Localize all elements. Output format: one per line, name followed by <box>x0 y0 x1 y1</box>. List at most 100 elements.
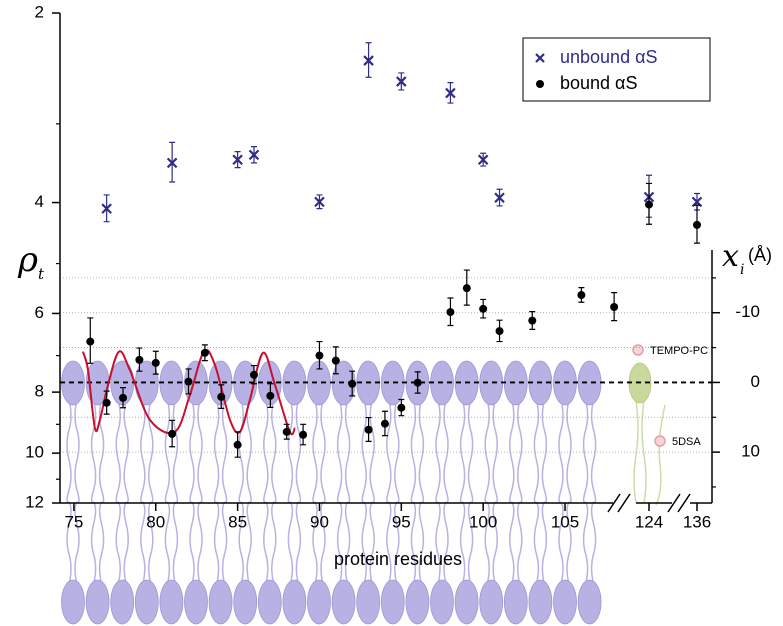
lipid-tail <box>467 399 474 503</box>
lipid-tail <box>410 501 417 585</box>
lipid-head <box>110 579 135 625</box>
lipid-tail <box>369 501 375 585</box>
y-tick-label: 10 <box>25 443 44 462</box>
y-tick-label: 6 <box>35 303 44 322</box>
y2-tick-label: -10 <box>735 302 760 321</box>
lipid-tail <box>344 501 351 585</box>
lipid-tail <box>74 501 80 585</box>
marker-dot <box>462 284 471 293</box>
lipid-tail <box>295 501 302 585</box>
axis-break <box>667 493 691 513</box>
lipid-head <box>184 579 208 625</box>
annotation: 5DSA <box>672 436 701 448</box>
marker-x <box>363 55 374 66</box>
lipid-tail <box>238 399 244 503</box>
marker-dot <box>479 304 488 313</box>
lipid-head <box>479 579 504 625</box>
lipid-tail <box>386 501 392 585</box>
lipid-tail <box>590 399 597 503</box>
lipid-head <box>307 579 331 625</box>
lipid-tail <box>271 399 277 503</box>
axes <box>59 13 713 513</box>
lipid-tail <box>484 399 490 503</box>
x-tick-label: 80 <box>146 512 165 531</box>
lipid-tail <box>492 399 498 503</box>
lipid-tail <box>213 501 220 585</box>
marker-x <box>396 76 407 87</box>
lipid-tail <box>558 501 564 585</box>
lipid-head <box>331 579 356 625</box>
lipid-head <box>208 579 233 625</box>
y-tick-label: 12 <box>25 492 44 511</box>
lipid-tail <box>361 399 367 503</box>
lipid-tail <box>66 501 72 585</box>
lipid-head <box>454 579 479 625</box>
lipid-head <box>577 360 602 406</box>
x-tick-label: 124 <box>635 512 663 531</box>
marker-dot <box>168 429 177 438</box>
lipid-tail <box>90 501 97 585</box>
lipid-tail <box>246 501 252 585</box>
lipid-head <box>61 579 85 625</box>
marker-dot <box>249 370 258 379</box>
marker-dot <box>266 391 275 400</box>
lipid-head <box>380 579 405 625</box>
marker-dot <box>184 377 193 386</box>
lipid-tail <box>369 399 375 503</box>
lipid-tail <box>582 399 589 503</box>
marker-dot <box>217 392 226 401</box>
lipid-tail <box>435 399 441 503</box>
lipid-tail <box>361 501 367 585</box>
marker-dot <box>282 427 291 436</box>
lipid-tail <box>435 501 441 585</box>
lipid-tail <box>263 399 269 503</box>
marker-dot <box>495 327 504 336</box>
x-tick-label: 105 <box>551 512 579 531</box>
lipid-head <box>405 579 430 625</box>
marker-dot <box>380 419 389 428</box>
x-tick-label: 100 <box>469 512 497 531</box>
marker-x <box>248 149 260 161</box>
x-tick-label: 75 <box>64 512 83 531</box>
y2-tick-label: 10 <box>741 442 760 461</box>
y2-axis-label: x <box>722 239 739 274</box>
marker-x <box>477 154 489 165</box>
lipid-tail <box>312 399 318 503</box>
lipid-head <box>257 579 282 625</box>
x-tick-label: 95 <box>392 512 411 531</box>
y-tick-label: 2 <box>35 2 44 21</box>
lipid-tail <box>90 399 97 503</box>
lipid-tail <box>320 399 326 503</box>
lipid-tail <box>633 399 639 504</box>
lipid-head <box>528 579 553 625</box>
marker-dot <box>102 398 111 407</box>
membrane <box>61 344 666 625</box>
lipid-tail <box>213 399 220 503</box>
marker-dot <box>119 393 128 402</box>
y-tick-label: 8 <box>35 382 44 401</box>
lipid-head <box>503 579 528 625</box>
lipid-tail <box>172 501 179 585</box>
lipid-tail <box>558 399 564 503</box>
legend-box <box>522 37 711 102</box>
lipid-tail <box>566 399 572 503</box>
marker-dot <box>413 378 422 387</box>
lipid-tail <box>533 399 540 503</box>
lipid-tail <box>115 399 121 503</box>
marker-dot <box>446 308 455 317</box>
marker-dot <box>397 403 406 412</box>
legend-label: bound αS <box>560 73 637 93</box>
lipid-tail <box>140 501 146 585</box>
lipid-tail <box>66 399 72 503</box>
lipid-tail <box>238 501 244 585</box>
lipid-tail <box>189 399 195 503</box>
lipid-tail <box>336 501 343 585</box>
lipid-tail <box>467 501 474 585</box>
lipid-tail <box>492 501 498 585</box>
lipid-tail <box>197 501 203 585</box>
lipid-tail <box>74 399 80 503</box>
marker-dot <box>577 291 586 300</box>
lipid-tail <box>443 399 449 503</box>
annotation: TEMPO-PC <box>650 345 708 357</box>
